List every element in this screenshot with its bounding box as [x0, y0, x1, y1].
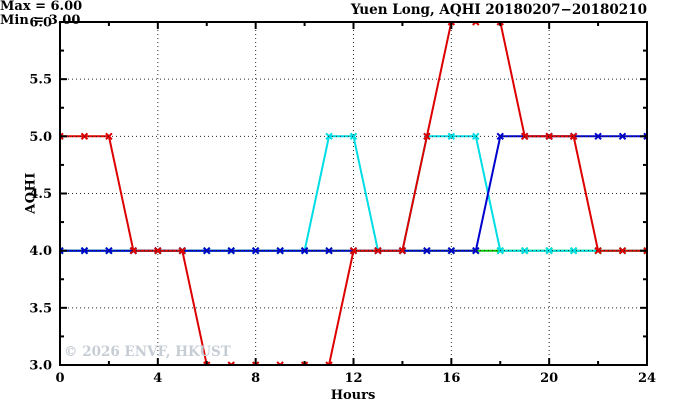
x-tick-label: 12	[344, 371, 362, 386]
gridlines-under	[60, 22, 647, 365]
watermark: © 2026 ENVF, HKUST	[64, 344, 231, 360]
x-tick-label: 4	[153, 371, 162, 386]
y-tick-label: 5.5	[29, 73, 52, 88]
x-tick-label: 24	[638, 371, 656, 386]
x-axis-label: Hours	[330, 388, 376, 403]
y-tick-label: 3.5	[29, 301, 52, 316]
series-blue-markers	[60, 132, 647, 255]
series-red-markers	[60, 22, 647, 365]
chart-title: Yuen Long, AQHI 20180207−20180210	[350, 2, 647, 18]
y-tick-label: 4.5	[29, 187, 52, 202]
max-value-label: Max = 6.00	[0, 0, 83, 14]
y-tick-label: 3.0	[29, 359, 52, 374]
x-tick-label: 16	[442, 371, 460, 386]
axis-ticks	[59, 21, 648, 366]
x-tick-label: 20	[540, 371, 558, 386]
x-tick-label: 8	[251, 371, 260, 386]
y-tick-label: 6.0	[29, 16, 52, 31]
y-axis-label: AQHI	[23, 172, 39, 214]
y-tick-label: 4.0	[29, 244, 52, 259]
y-tick-label: 5.0	[29, 130, 52, 145]
x-tick-label: 0	[55, 371, 64, 386]
series-cyan-markers	[60, 132, 647, 255]
series-group	[60, 22, 647, 365]
